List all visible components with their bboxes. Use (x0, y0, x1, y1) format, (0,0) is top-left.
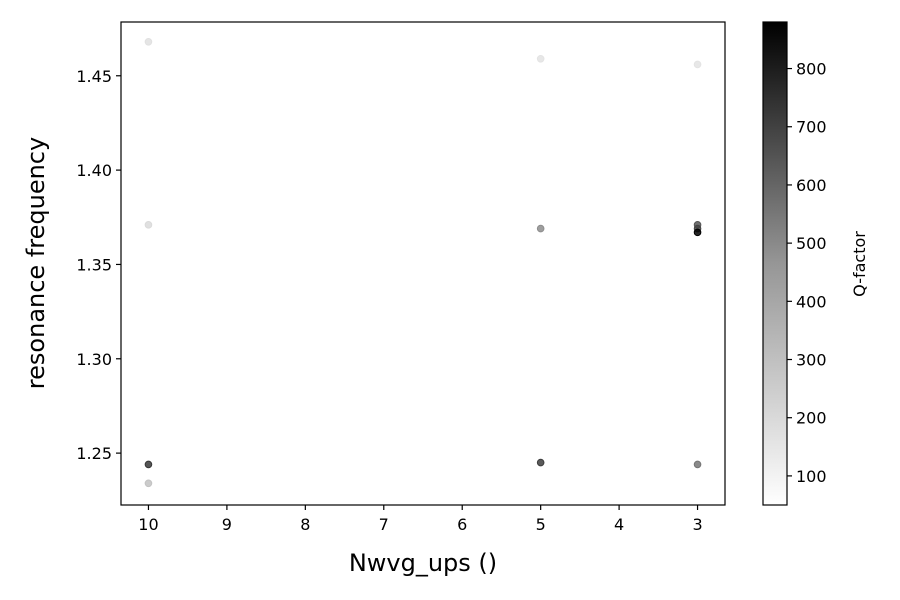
data-point (693, 228, 702, 237)
x-tick-label: 4 (614, 515, 624, 534)
x-axis-label: Nwvg_ups () (349, 549, 497, 577)
data-point (536, 224, 545, 233)
x-tick-label: 6 (457, 515, 467, 534)
x-tick-label: 9 (222, 515, 232, 534)
data-point (144, 479, 153, 488)
y-tick-label: 1.40 (76, 161, 112, 180)
x-tick-label: 8 (300, 515, 310, 534)
data-point (693, 460, 702, 469)
colorbar-tick-label: 400 (796, 292, 827, 311)
plot-area (121, 22, 725, 505)
y-tick-label: 1.25 (76, 444, 112, 463)
colorbar-tick-label: 600 (796, 176, 827, 195)
x-tick-label: 5 (536, 515, 546, 534)
y-tick-label: 1.35 (76, 255, 112, 274)
plot-frame (120, 21, 726, 506)
colorbar-tick-label: 300 (796, 351, 827, 370)
data-point (144, 460, 153, 469)
data-points (144, 38, 702, 488)
colorbar-tick-label: 200 (796, 409, 827, 428)
colorbar-ticks: 100 200 300 400 500 600 700 800 (787, 60, 827, 486)
colorbar-label: Q-factor (850, 231, 869, 297)
x-tick-label: 7 (379, 515, 389, 534)
x-tick-label: 3 (692, 515, 702, 534)
colorbar (762, 21, 788, 506)
data-point (693, 60, 702, 69)
y-tick-label: 1.45 (76, 67, 112, 86)
colorbar-tick-label: 800 (796, 60, 827, 79)
x-tick-label: 10 (138, 515, 158, 534)
data-point (144, 221, 153, 229)
colorbar-tick-label: 700 (796, 118, 827, 137)
y-axis-label: resonance frequency (22, 137, 50, 389)
data-point (536, 458, 545, 467)
y-axis-ticks: 1.25 1.30 1.35 1.40 1.45 (76, 67, 121, 463)
colorbar-tick-label: 500 (796, 234, 827, 253)
data-point (536, 54, 545, 63)
data-point (144, 38, 153, 46)
x-axis-ticks: 10 9 8 7 6 5 4 3 (138, 505, 703, 534)
y-tick-label: 1.30 (76, 350, 112, 369)
colorbar-tick-label: 100 (796, 467, 827, 486)
